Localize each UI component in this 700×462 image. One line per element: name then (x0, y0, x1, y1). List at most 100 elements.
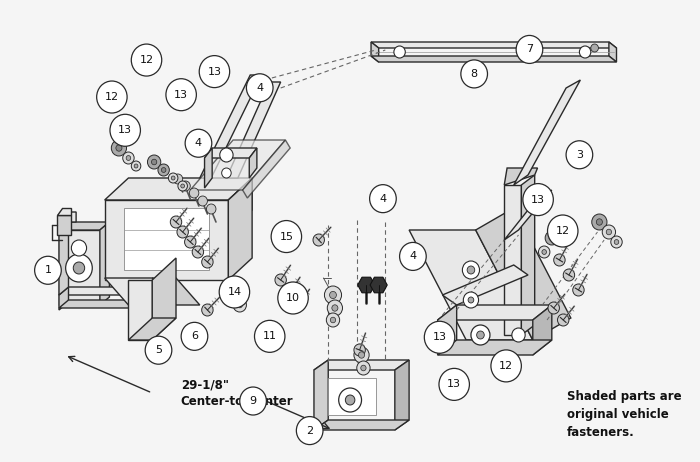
Text: 12: 12 (499, 361, 513, 371)
Circle shape (233, 298, 246, 312)
Circle shape (193, 246, 204, 258)
Polygon shape (100, 222, 109, 305)
Text: 13: 13 (447, 379, 461, 389)
Polygon shape (59, 222, 109, 230)
Text: 13: 13 (433, 332, 447, 342)
Circle shape (132, 161, 141, 171)
Circle shape (358, 352, 365, 358)
Circle shape (181, 322, 208, 350)
Circle shape (339, 388, 361, 412)
Circle shape (166, 79, 197, 111)
Polygon shape (243, 140, 290, 198)
Circle shape (199, 55, 230, 88)
Circle shape (145, 336, 172, 364)
Circle shape (271, 220, 302, 253)
Circle shape (294, 298, 305, 310)
Circle shape (545, 231, 559, 245)
Polygon shape (533, 305, 552, 355)
Polygon shape (228, 178, 252, 280)
Text: 13: 13 (207, 67, 221, 77)
Circle shape (296, 417, 323, 444)
Circle shape (34, 256, 62, 284)
Polygon shape (105, 178, 252, 200)
Polygon shape (128, 318, 176, 340)
Polygon shape (138, 287, 148, 308)
Circle shape (461, 60, 487, 88)
Circle shape (516, 36, 542, 63)
Text: 4: 4 (410, 251, 416, 261)
Circle shape (591, 44, 598, 52)
Polygon shape (204, 148, 212, 188)
Polygon shape (226, 82, 281, 178)
Polygon shape (128, 280, 152, 340)
Circle shape (198, 196, 207, 206)
Circle shape (394, 46, 405, 58)
Text: 6: 6 (191, 331, 198, 341)
Text: 10: 10 (286, 293, 300, 303)
Polygon shape (371, 56, 617, 62)
Circle shape (330, 317, 336, 323)
Text: 14: 14 (228, 287, 241, 297)
Circle shape (181, 181, 190, 191)
Text: 12: 12 (556, 226, 570, 236)
Circle shape (439, 368, 470, 401)
Circle shape (463, 261, 480, 279)
Circle shape (345, 395, 355, 405)
Circle shape (324, 286, 342, 304)
Circle shape (614, 240, 619, 244)
Circle shape (71, 240, 87, 256)
Polygon shape (314, 360, 328, 430)
Polygon shape (442, 265, 528, 305)
Text: 13: 13 (531, 195, 545, 205)
Circle shape (278, 282, 308, 314)
Circle shape (275, 274, 286, 286)
Polygon shape (371, 42, 617, 48)
Polygon shape (57, 208, 71, 215)
Circle shape (185, 236, 196, 248)
Circle shape (596, 219, 603, 225)
Circle shape (97, 81, 127, 113)
Circle shape (177, 226, 188, 238)
Circle shape (116, 145, 122, 151)
Circle shape (151, 159, 157, 165)
Polygon shape (371, 42, 379, 62)
Circle shape (580, 46, 591, 58)
Polygon shape (59, 287, 148, 295)
Circle shape (237, 302, 242, 308)
Circle shape (126, 156, 131, 160)
Circle shape (328, 300, 342, 316)
Circle shape (330, 292, 337, 298)
Circle shape (512, 328, 525, 342)
Polygon shape (199, 75, 262, 178)
Circle shape (66, 254, 92, 282)
Circle shape (170, 216, 182, 228)
Polygon shape (476, 208, 570, 340)
Circle shape (467, 266, 475, 274)
Text: 2: 2 (306, 426, 313, 436)
Text: 4: 4 (379, 194, 386, 204)
Text: 7: 7 (526, 44, 533, 55)
Circle shape (110, 114, 141, 146)
Text: 3: 3 (576, 150, 583, 160)
Circle shape (566, 141, 593, 169)
Circle shape (326, 313, 340, 327)
Circle shape (178, 181, 188, 191)
Circle shape (284, 286, 296, 298)
Circle shape (74, 262, 85, 274)
Circle shape (523, 183, 553, 216)
Polygon shape (522, 175, 535, 335)
Circle shape (313, 234, 324, 246)
Text: 8: 8 (470, 69, 477, 79)
Circle shape (172, 176, 175, 180)
Circle shape (206, 204, 216, 214)
Circle shape (181, 184, 185, 188)
Circle shape (148, 155, 161, 169)
Polygon shape (314, 420, 409, 430)
Polygon shape (204, 148, 257, 158)
Circle shape (360, 365, 366, 371)
Polygon shape (370, 277, 387, 293)
Text: 13: 13 (118, 125, 132, 135)
Text: 13: 13 (174, 90, 188, 100)
Polygon shape (314, 360, 409, 370)
Circle shape (370, 185, 396, 213)
